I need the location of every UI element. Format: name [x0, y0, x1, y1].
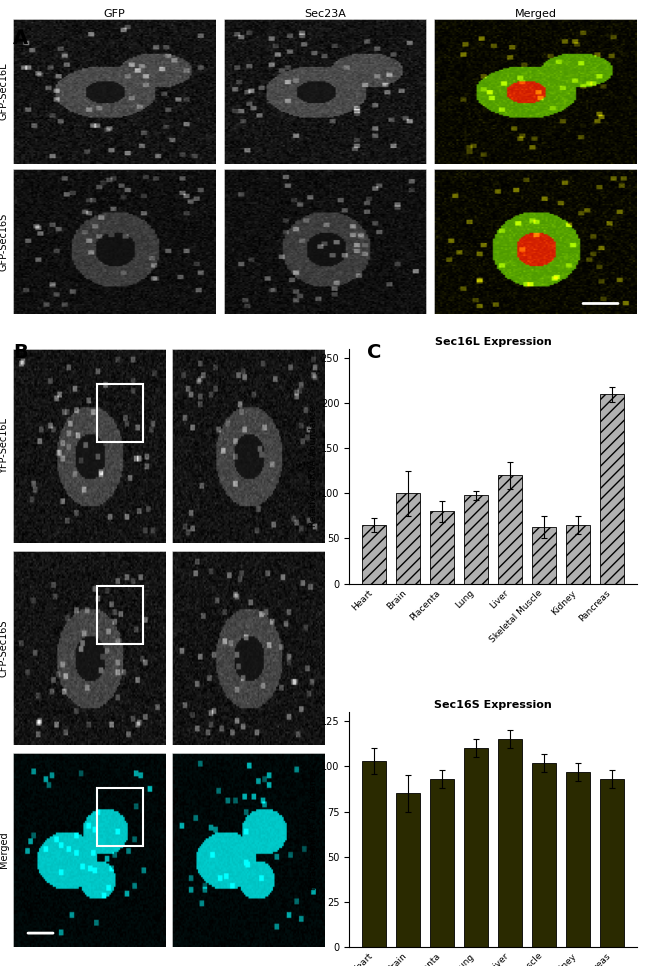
Text: C: C	[367, 343, 382, 362]
Bar	[532, 526, 556, 583]
Bar	[600, 779, 624, 947]
Bar	[97, 787, 143, 846]
Y-axis label: GFP-Sec16S: GFP-Sec16S	[0, 213, 9, 270]
Bar	[498, 475, 522, 583]
Bar	[566, 772, 590, 947]
Bar	[464, 496, 488, 583]
Title: Merged: Merged	[515, 9, 556, 18]
Y-axis label: CFP-Sec16S: CFP-Sec16S	[0, 619, 9, 677]
Y-axis label: Relative mRNA Abundance: Relative mRNA Abundance	[309, 769, 318, 891]
Bar	[362, 761, 386, 947]
Bar	[97, 586, 143, 644]
Title: Sec16S Expression: Sec16S Expression	[434, 700, 552, 710]
Title: Sec23A: Sec23A	[304, 9, 346, 18]
Bar	[430, 779, 454, 947]
Bar	[464, 749, 488, 947]
Bar	[566, 525, 590, 583]
Bar	[498, 739, 522, 947]
Text: B: B	[13, 343, 28, 362]
Bar	[396, 494, 420, 583]
Y-axis label: YFP-Sec16L: YFP-Sec16L	[0, 418, 9, 474]
Title: Sec16L Expression: Sec16L Expression	[435, 337, 551, 347]
Title: GFP: GFP	[103, 9, 125, 18]
Y-axis label: GFP-Sec16L: GFP-Sec16L	[0, 63, 9, 120]
Bar	[97, 384, 143, 442]
Bar	[362, 525, 386, 583]
Bar	[430, 511, 454, 583]
Bar	[532, 763, 556, 947]
Bar	[396, 793, 420, 947]
Bar	[600, 394, 624, 583]
Y-axis label: Relative mRNA Abundance: Relative mRNA Abundance	[309, 406, 318, 527]
Text: A: A	[13, 29, 28, 48]
Y-axis label: Merged: Merged	[0, 832, 9, 868]
